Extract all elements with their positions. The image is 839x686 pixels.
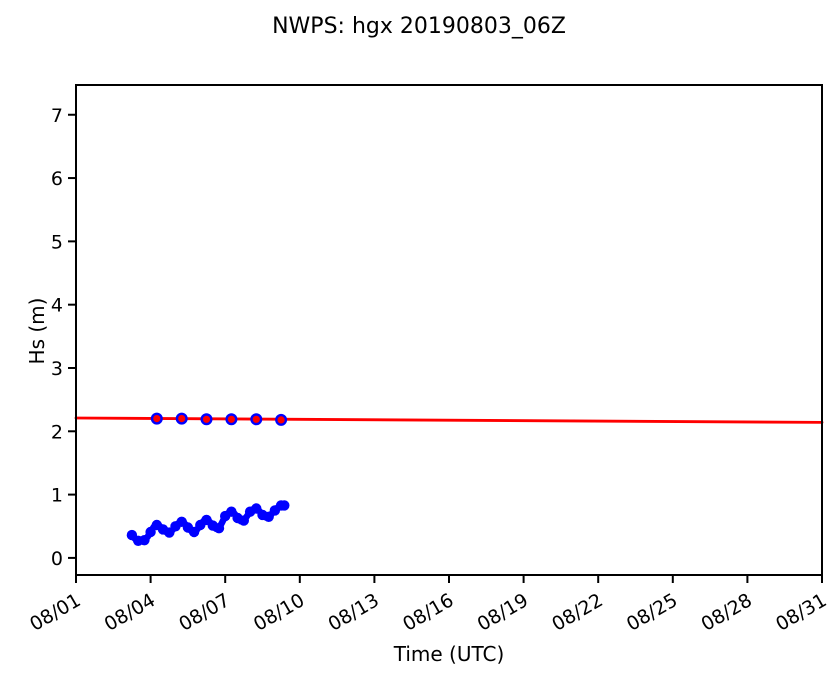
observed-line-marker — [188, 526, 200, 538]
data-series-layer — [74, 412, 824, 546]
y-axis-label: Hs (m) — [25, 298, 49, 365]
daily-06z-points-marker — [150, 412, 163, 425]
forecast-line-path — [74, 416, 824, 424]
x-tick-label: 08/19 — [474, 589, 532, 635]
x-tick-label: 08/10 — [250, 589, 308, 635]
y-tick-label: 4 — [51, 295, 63, 317]
x-tick-label: 08/07 — [175, 589, 233, 635]
chart-title: NWPS: hgx 20190803_06Z — [272, 14, 566, 39]
observed-line-marker — [263, 511, 274, 522]
observed-line-marker — [145, 526, 156, 538]
y-tick-label: 2 — [51, 421, 63, 443]
x-tick-label: 08/13 — [324, 589, 382, 635]
x-tick-label: 08/01 — [26, 589, 84, 635]
daily-06z-points-marker — [275, 413, 288, 426]
daily-06z-points-marker — [225, 413, 238, 426]
y-tick-label: 6 — [51, 168, 63, 190]
observed-line-marker — [238, 515, 249, 526]
y-tick-label: 3 — [51, 358, 63, 380]
daily-06z-points-marker — [200, 413, 213, 426]
x-axis-ticks: 08/01 08/04 08/07 08/10 08/13 08/16 08/19 08/22… — [26, 575, 831, 636]
observed-line-marker — [251, 503, 262, 514]
y-tick-label: 1 — [51, 485, 63, 507]
observed-line-marker — [213, 523, 225, 534]
observed-line-marker — [139, 535, 150, 546]
x-tick-label: 08/22 — [548, 589, 606, 635]
observed-line-marker — [279, 500, 290, 511]
x-tick-label: 08/28 — [697, 589, 755, 635]
x-tick-label: 08/25 — [623, 589, 681, 635]
daily-06z-points-marker — [250, 413, 263, 426]
y-tick-label: 5 — [51, 231, 63, 253]
axes-frame — [75, 84, 823, 576]
y-axis-ticks: 0 1 2 3 4 5 6 7 — [51, 105, 76, 570]
y-tick-label: 7 — [51, 105, 63, 127]
x-tick-label: 08/04 — [101, 589, 159, 635]
x-axis-label: Time (UTC) — [393, 642, 505, 666]
x-tick-label: 08/16 — [399, 589, 457, 635]
x-tick-label: 08/31 — [772, 589, 830, 635]
y-tick-label: 0 — [51, 548, 63, 570]
daily-06z-points-marker — [175, 412, 188, 425]
